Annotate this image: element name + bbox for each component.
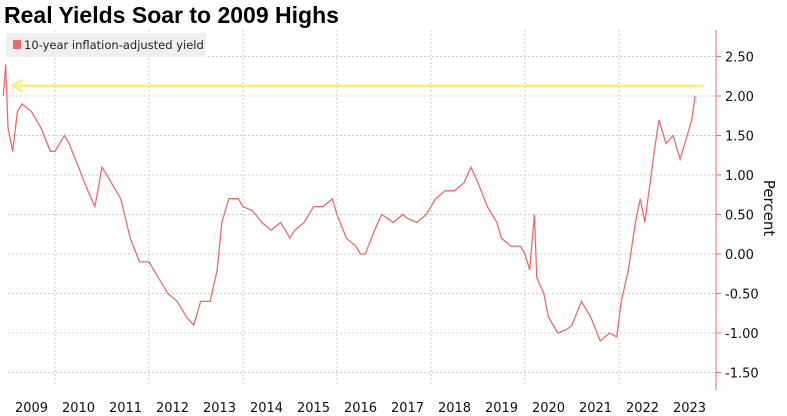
series-line [2,64,696,342]
x-tick-label: 2019 [485,401,518,416]
annotation-arrow [10,78,704,93]
legend: 10-year inflation-adjusted yield [6,33,206,57]
x-tick-label: 2020 [532,401,565,416]
x-tick-label: 2010 [62,401,95,416]
y-tick-label: 2.50 [725,51,754,66]
y-tick-label: 1.50 [725,130,754,145]
x-tick-label: 2018 [438,401,471,416]
y-tick-label: -0.50 [725,288,759,303]
x-tick-label: 2014 [250,401,283,416]
y-tick-label: -1.00 [725,327,759,342]
x-tick-label: 2021 [579,401,612,416]
y-tick-label: -1.50 [725,367,759,382]
x-ticks: 2009 2010 2011 2012 2013 2014 2015 2016 2017 2018… [15,401,706,416]
y-tick-label: 0.00 [725,248,754,263]
x-tick-label: 2023 [673,401,706,416]
x-tick-label: 2011 [109,401,142,416]
legend-label: 10-year inflation-adjusted yield [24,38,204,52]
x-tick-label: 2013 [203,401,236,416]
y-axis-label: Percent [760,180,778,237]
x-tick-label: 2012 [156,401,189,416]
y-tick-label: 1.00 [725,169,754,184]
grid [8,30,716,385]
x-tick-label: 2015 [297,401,330,416]
y-tick-label: 0.50 [725,209,754,224]
y-ticks: 2.50 2.00 1.50 1.00 0.50 0.00 -0.50 -1.00 -1.50 [716,51,759,382]
legend-swatch [13,40,21,49]
x-tick-label: 2017 [391,401,424,416]
x-tick-label: 2009 [15,401,48,416]
legend-background [6,33,206,57]
x-tick-label: 2022 [626,401,659,416]
chart-title: Real Yields Soar to 2009 Highs [4,2,339,28]
x-tick-label: 2016 [344,401,377,416]
arrow-head [10,78,24,93]
y-tick-label: 2.00 [725,90,754,105]
